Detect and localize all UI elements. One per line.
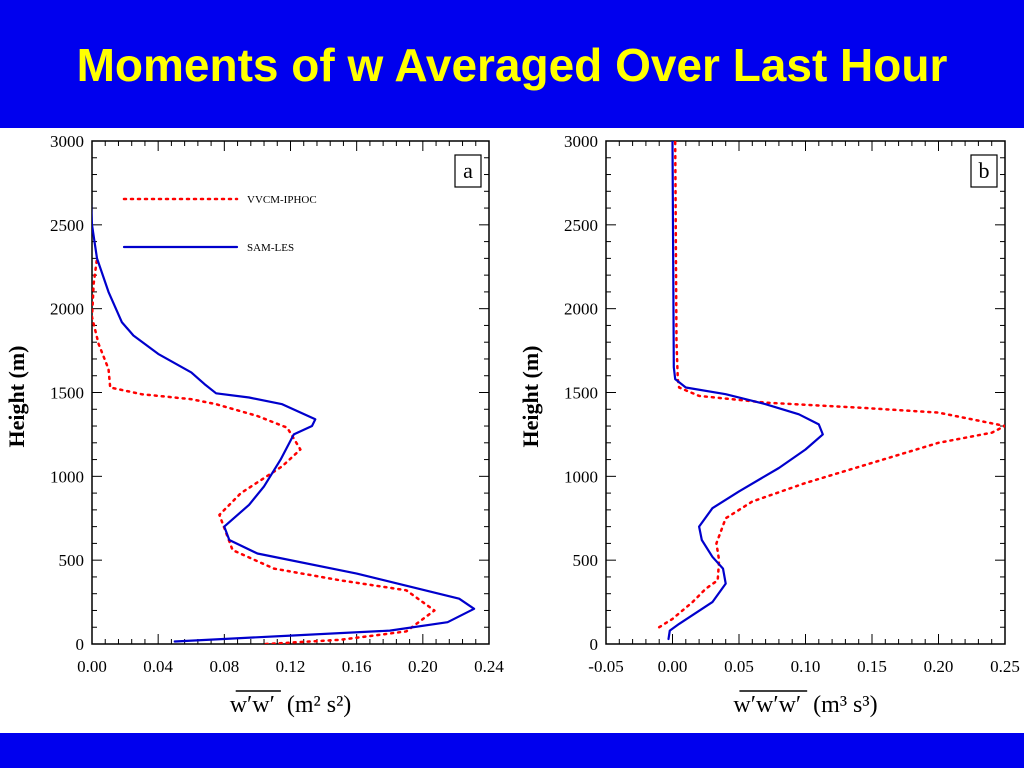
y-tick-label: 1000 (50, 467, 84, 486)
y-tick-label: 3000 (50, 132, 84, 151)
y-tick-label: 1000 (564, 467, 598, 486)
x-tick-label: 0.08 (209, 657, 239, 676)
x-axis-unit: (m³ s³) (813, 692, 877, 718)
legend-label: VVCM-IPHOC (247, 194, 317, 206)
panel-label: b (979, 158, 990, 183)
series-line-sam-les (667, 141, 824, 641)
y-tick-label: 0 (76, 635, 85, 654)
x-tick-label: 0.16 (342, 657, 372, 676)
y-axis-label: Height (m) (518, 345, 543, 447)
x-axis-symbol: w′w′ (230, 692, 275, 718)
y-tick-label: 0 (590, 635, 599, 654)
x-tick-label: 0.00 (658, 657, 688, 676)
series-line-sam-les (92, 203, 476, 643)
x-tick-label: 0.25 (990, 657, 1020, 676)
chart-panel-b: 0 500 1000 1500 2000 2500 3000 -0.05 0.00 0.05 0.1… (518, 132, 1020, 718)
x-tick-label: 0.20 (924, 657, 954, 676)
y-axis-label: Height (m) (4, 345, 29, 447)
legend-label: SAM-LES (247, 242, 294, 254)
y-tick-label: 1500 (50, 384, 84, 403)
y-tick-label: 500 (573, 551, 599, 570)
panel-label: a (463, 158, 473, 183)
title-banner: Moments of w Averaged Over Last Hour (0, 0, 1024, 128)
slide-title: Moments of w Averaged Over Last Hour (76, 39, 948, 91)
footer-banner (0, 733, 1024, 768)
x-axis-unit: (m² s²) (287, 692, 351, 718)
y-tick-label: 1500 (564, 384, 598, 403)
charts-area: 0 500 1000 1500 2000 2500 3000 0.00 0.04 0.08 0.12… (4, 132, 1020, 718)
plot-frame (91, 140, 490, 645)
series-line-vvcm-iphoc (92, 257, 436, 644)
y-tick-label: 2500 (50, 216, 84, 235)
x-tick-label: 0.15 (857, 657, 887, 676)
x-tick-label: 0.04 (143, 657, 173, 676)
x-tick-label: -0.05 (588, 657, 623, 676)
y-tick-label: 2000 (564, 300, 598, 319)
x-axis-label: w′w′ (m² s²) (230, 692, 352, 718)
plot-frame (605, 140, 1006, 645)
x-tick-label: 0.10 (791, 657, 821, 676)
x-tick-label: 0.20 (408, 657, 438, 676)
x-axis-symbol: w′w′w′ (733, 692, 801, 718)
series-line-vvcm-iphoc (657, 141, 1005, 629)
y-tick-label: 2500 (564, 216, 598, 235)
x-axis-label: w′w′w′ (m³ s³) (733, 692, 877, 718)
chart-panel-a: 0 500 1000 1500 2000 2500 3000 0.00 0.04 0.08 0.12… (4, 132, 504, 718)
panel-label-box (454, 154, 482, 188)
x-tick-label: 0.24 (474, 657, 504, 676)
y-tick-label: 2000 (50, 300, 84, 319)
x-tick-label: 0.12 (276, 657, 306, 676)
y-tick-label: 500 (59, 551, 85, 570)
panel-label-box (970, 154, 998, 188)
x-tick-label: 0.00 (77, 657, 107, 676)
x-tick-label: 0.05 (724, 657, 754, 676)
y-tick-label: 3000 (564, 132, 598, 151)
